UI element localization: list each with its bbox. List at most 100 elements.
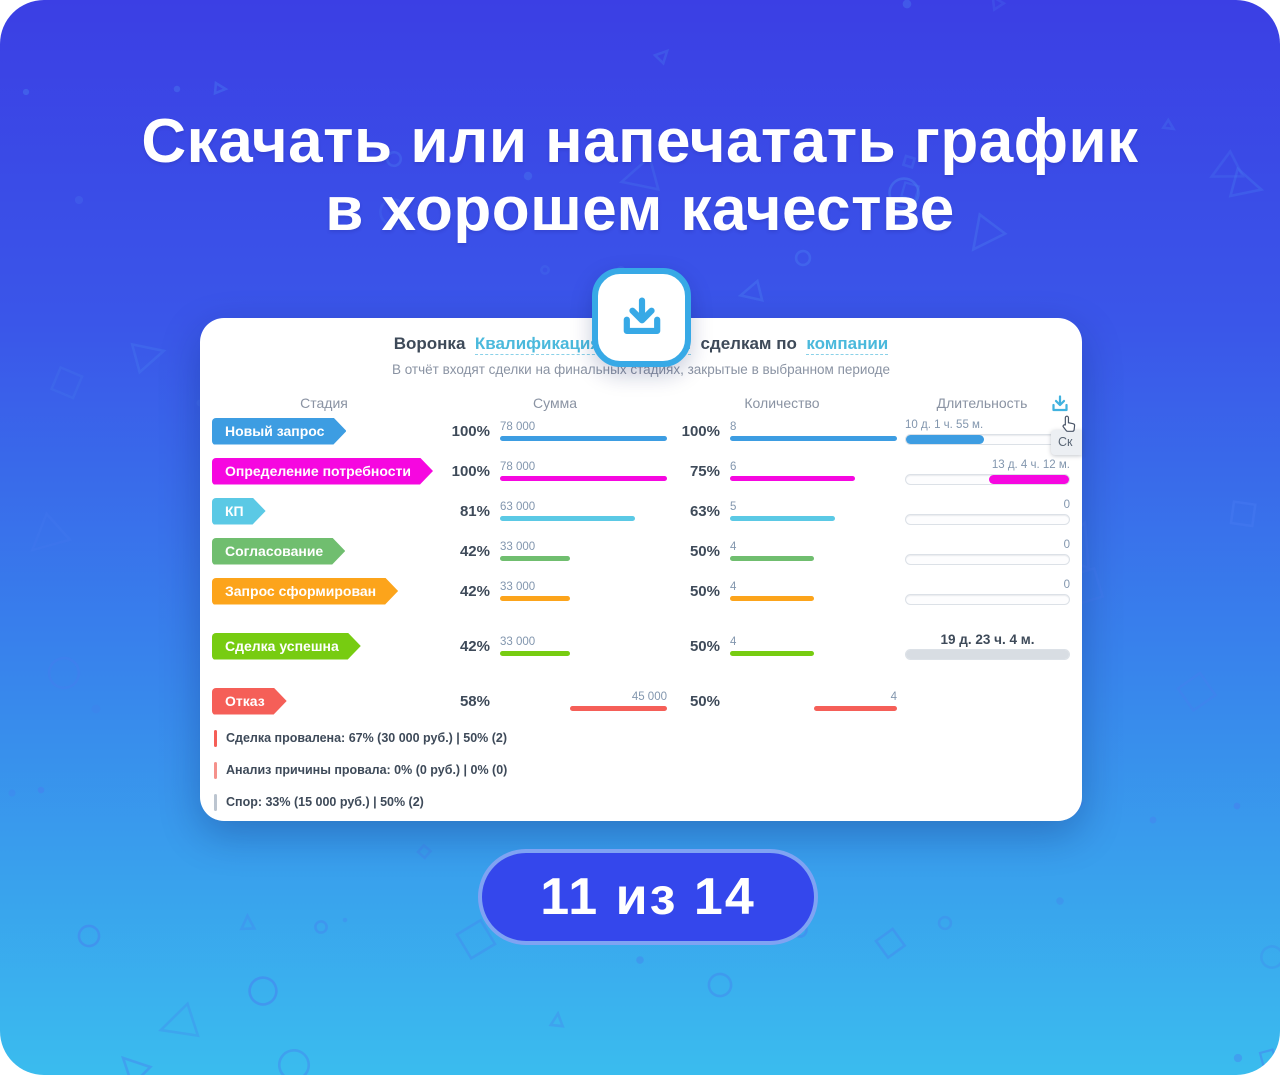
duration-fill xyxy=(906,649,1069,659)
sum-bar xyxy=(500,556,667,561)
count-bar-fill xyxy=(730,516,836,521)
stage-label: Согласование xyxy=(225,542,324,559)
sum-bar-cell: 33 000 xyxy=(490,541,667,561)
stage-label: КП xyxy=(225,502,244,519)
column-header-sum: Сумма xyxy=(533,395,577,411)
funnel-select-link[interactable]: Квалификация xyxy=(474,334,601,355)
count-bar-fill xyxy=(730,476,856,481)
count-value: 4 xyxy=(730,541,737,553)
stage-label: Определение потребности xyxy=(225,462,411,479)
stage-tag: КП xyxy=(212,498,266,525)
count-bar-fill xyxy=(813,706,897,711)
duration-track xyxy=(905,513,1070,525)
duration-fill xyxy=(989,474,1069,484)
sum-percent: 81% xyxy=(459,502,490,520)
loss-breakdown: Сделка провалена: 67% (30 000 руб.) | 50… xyxy=(214,722,507,818)
breakdown-text: Анализ причины провала: 0% (0 руб.) | 0%… xyxy=(226,763,508,777)
sum-bar-cell: 78 000 xyxy=(490,461,667,481)
sum-percent: 42% xyxy=(459,542,490,560)
sum-percent: 42% xyxy=(459,582,490,600)
sum-bar-fill xyxy=(500,556,571,561)
breakdown-item: Сделка провалена: 67% (30 000 руб.) | 50… xyxy=(214,722,507,754)
stage-tag: Определение потребности xyxy=(212,458,433,485)
sum-value: 33 000 xyxy=(500,636,536,648)
slide-title-line1: Скачать или напечатать график xyxy=(141,107,1139,176)
duration-text: 13 д. 4 ч. 12 м. xyxy=(991,458,1070,471)
duration-track xyxy=(905,473,1070,485)
breakdown-text: Сделка провалена: 67% (30 000 руб.) | 50… xyxy=(226,731,508,745)
count-bar xyxy=(730,556,897,561)
count-bar-cell: 4 xyxy=(720,691,897,711)
breakdown-item: Спор: 33% (15 000 руб.) | 50% (2) xyxy=(214,786,507,818)
sum-bar xyxy=(500,596,667,601)
duration-track xyxy=(905,648,1070,660)
entity-select-link[interactable]: компании xyxy=(806,334,889,355)
sum-percent: 42% xyxy=(459,637,490,655)
breakdown-tick xyxy=(214,761,217,779)
duration-text: 19 д. 23 ч. 4 м. xyxy=(940,631,1035,647)
duration-track xyxy=(905,553,1070,565)
duration-fill xyxy=(906,434,985,444)
sum-bar-fill xyxy=(500,436,667,441)
stage-label: Запрос сформирован xyxy=(225,582,377,599)
duration-text: 0 xyxy=(1063,578,1070,591)
sum-bar-fill xyxy=(500,516,636,521)
sum-value: 63 000 xyxy=(500,501,536,513)
download-badge xyxy=(592,268,691,367)
stage-tag: Отказ xyxy=(212,688,287,715)
sum-bar-fill xyxy=(500,651,571,656)
slide-title: Скачать или напечатать график в хорошем … xyxy=(0,107,1280,244)
count-bar-cell: 4 xyxy=(720,636,897,656)
stage-tag: Новый запрос xyxy=(212,418,346,445)
count-percent: 50% xyxy=(689,637,720,655)
count-percent: 50% xyxy=(689,692,720,710)
pagination-badge: 11 из 14 xyxy=(478,849,818,945)
sum-value: 78 000 xyxy=(500,421,536,433)
count-percent: 63% xyxy=(689,502,720,520)
duration-text: 10 д. 1 ч. 55 м. xyxy=(905,418,984,431)
duration-text: 0 xyxy=(1063,498,1070,511)
funnel-row: Сделка успешна 42% 33 000 50% 4 19 д. 23… xyxy=(212,626,1070,666)
column-header-stage: Стадия xyxy=(300,395,348,411)
count-value: 4 xyxy=(890,691,897,703)
download-tooltip: Ск xyxy=(1051,430,1082,455)
sum-value: 45 000 xyxy=(631,691,667,703)
report-title: Воронка Квалификация и сделкам по компан… xyxy=(200,334,1082,355)
funnel-row: Отказ 58% 45 000 50% 4 xyxy=(212,681,1070,721)
duration-cell xyxy=(897,688,1070,715)
report-subtitle: В отчёт входят сделки на финальных стади… xyxy=(391,362,891,377)
sum-bar xyxy=(500,706,667,711)
funnel-row: Новый запрос 100% 78 000 100% 8 10 д. 1 … xyxy=(212,411,1070,451)
count-bar xyxy=(730,596,897,601)
column-header-count: Количество xyxy=(744,395,820,411)
count-bar-cell: 5 xyxy=(720,501,897,521)
count-value: 6 xyxy=(730,461,737,473)
count-bar-fill xyxy=(730,651,814,656)
funnel-report-card: Воронка Квалификация и сделкам по компан… xyxy=(200,318,1082,821)
sum-bar-fill xyxy=(500,596,571,601)
funnel-rows: Новый запрос 100% 78 000 100% 8 10 д. 1 … xyxy=(212,411,1070,721)
count-value: 4 xyxy=(730,636,737,648)
count-bar-fill xyxy=(730,596,814,601)
sum-value: 33 000 xyxy=(500,581,536,593)
duration-track xyxy=(905,433,1070,445)
duration-cell: 0 xyxy=(897,578,1070,605)
breakdown-text: Спор: 33% (15 000 руб.) | 50% (2) xyxy=(226,795,424,809)
duration-cell: 19 д. 23 ч. 4 м. xyxy=(897,631,1070,660)
stage-tag: Согласование xyxy=(212,538,345,565)
count-bar-cell: 4 xyxy=(720,581,897,601)
download-icon[interactable] xyxy=(1048,392,1072,416)
sum-bar-fill xyxy=(570,706,667,711)
count-value: 5 xyxy=(730,501,737,513)
stage-tag: Запрос сформирован xyxy=(212,578,398,605)
count-bar xyxy=(730,436,897,441)
sum-bar xyxy=(500,436,667,441)
count-bar-cell: 6 xyxy=(720,461,897,481)
breakdown-tick xyxy=(214,793,217,811)
count-bar xyxy=(730,706,897,711)
duration-cell: 13 д. 4 ч. 12 м. xyxy=(897,458,1070,485)
breakdown-item: Анализ причины провала: 0% (0 руб.) | 0%… xyxy=(214,754,507,786)
duration-cell: 0 xyxy=(897,498,1070,525)
sum-bar-cell: 45 000 xyxy=(490,691,667,711)
